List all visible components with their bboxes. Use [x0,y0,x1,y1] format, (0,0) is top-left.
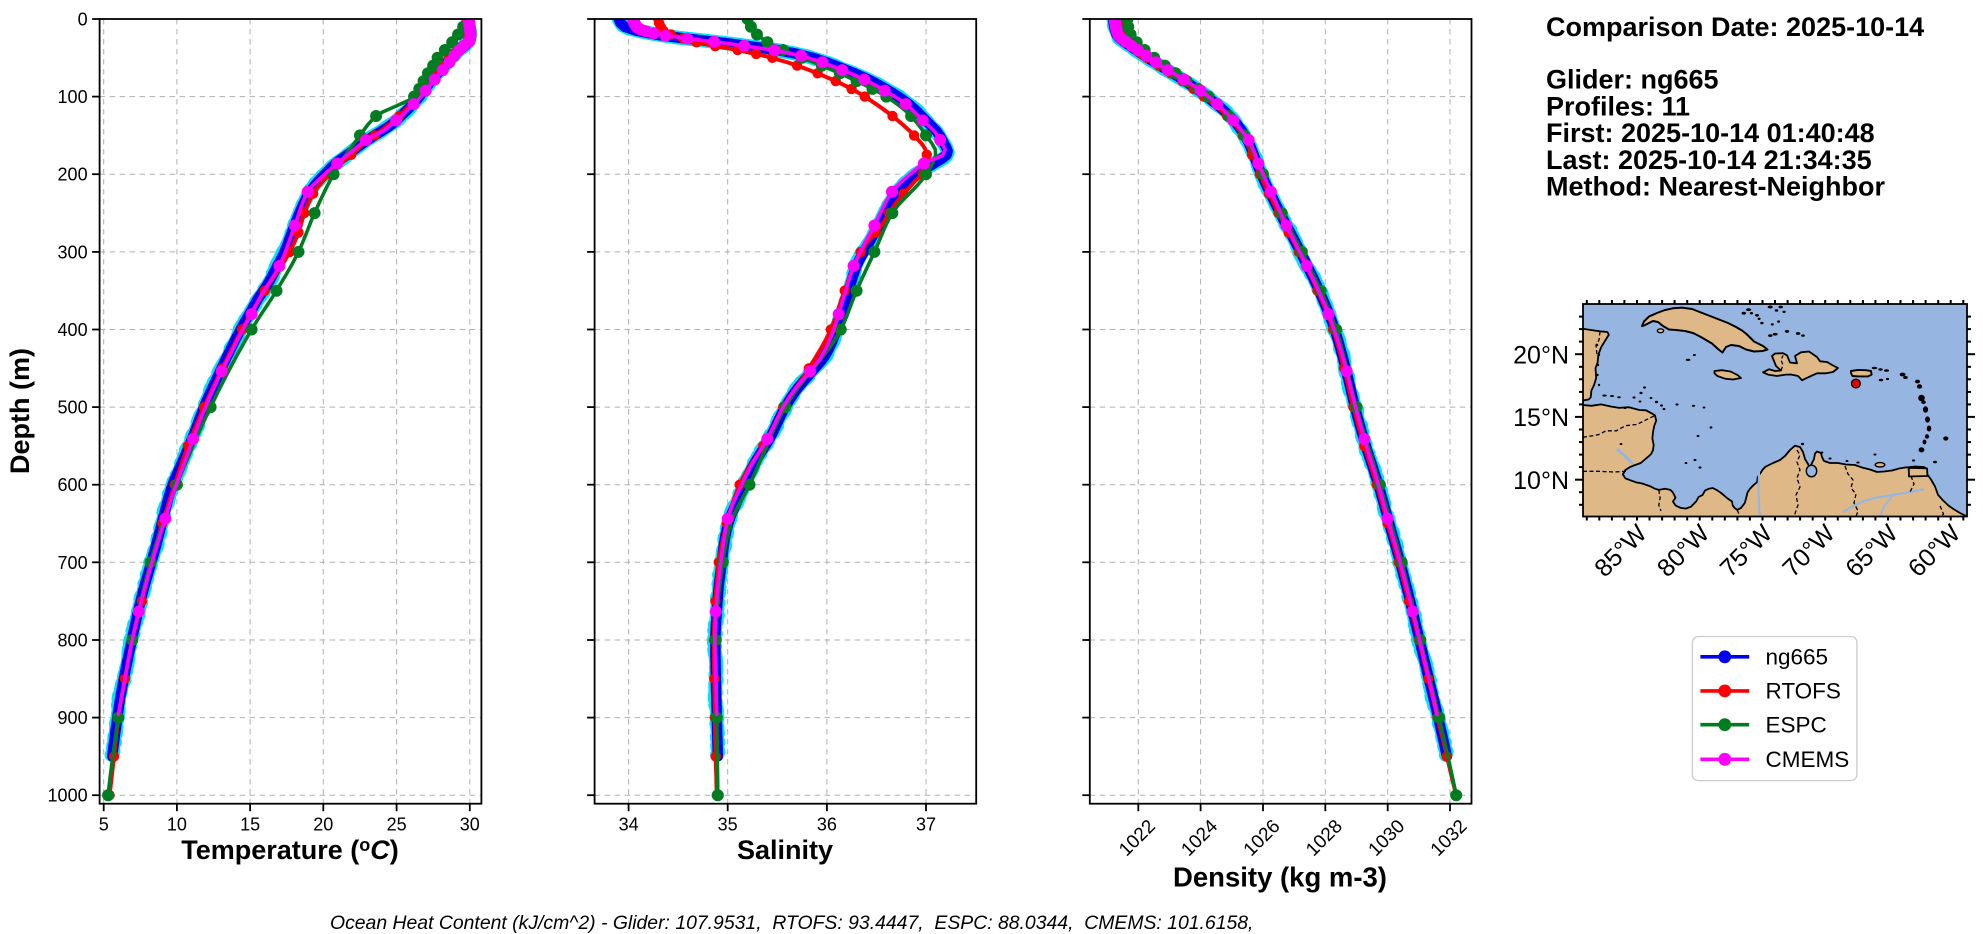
svg-text:ESPC: ESPC [1766,712,1827,737]
svg-text:Depth (m): Depth (m) [5,348,35,474]
svg-text:300: 300 [58,242,88,262]
svg-text:900: 900 [58,708,88,728]
svg-text:100: 100 [58,87,88,107]
svg-text:700: 700 [58,553,88,573]
svg-text:Last: 2025-10-14 21:34:35: Last: 2025-10-14 21:34:35 [1546,145,1872,175]
svg-text:CMEMS: CMEMS [1766,747,1850,772]
svg-text:500: 500 [58,398,88,418]
svg-text:800: 800 [58,631,88,651]
svg-text:400: 400 [58,320,88,340]
svg-text:15°N: 15°N [1513,404,1569,432]
svg-text:1000: 1000 [48,786,88,806]
svg-text:36: 36 [817,815,837,835]
svg-text:20°N: 20°N [1513,342,1569,370]
svg-text:Ocean Heat Content (kJ/cm^2) -: Ocean Heat Content (kJ/cm^2) - Glider: 1… [330,912,1253,934]
svg-text:200: 200 [58,165,88,185]
svg-text:Method: Nearest-Neighbor: Method: Nearest-Neighbor [1546,172,1886,202]
svg-text:20: 20 [313,815,333,835]
svg-text:Salinity: Salinity [737,835,833,865]
svg-text:5: 5 [99,815,109,835]
svg-text:Glider: ng665: Glider: ng665 [1546,65,1719,95]
svg-text:Comparison Date: 2025-10-14: Comparison Date: 2025-10-14 [1546,12,1924,42]
svg-text:37: 37 [916,815,936,835]
svg-text:10°N: 10°N [1513,467,1569,495]
svg-text:30: 30 [460,815,480,835]
svg-text:25: 25 [387,815,407,835]
svg-text:RTOFS: RTOFS [1766,679,1841,704]
svg-text:10: 10 [167,815,187,835]
svg-text:600: 600 [58,475,88,495]
svg-text:34: 34 [619,815,639,835]
svg-text:0: 0 [78,10,88,30]
svg-text:First: 2025-10-14 01:40:48: First: 2025-10-14 01:40:48 [1546,118,1875,148]
svg-text:Profiles: 11: Profiles: 11 [1546,91,1690,121]
svg-text:ng665: ng665 [1766,644,1829,669]
svg-text:Density (kg m-3): Density (kg m-3) [1173,862,1387,893]
svg-text:15: 15 [240,815,260,835]
svg-text:35: 35 [718,815,738,835]
